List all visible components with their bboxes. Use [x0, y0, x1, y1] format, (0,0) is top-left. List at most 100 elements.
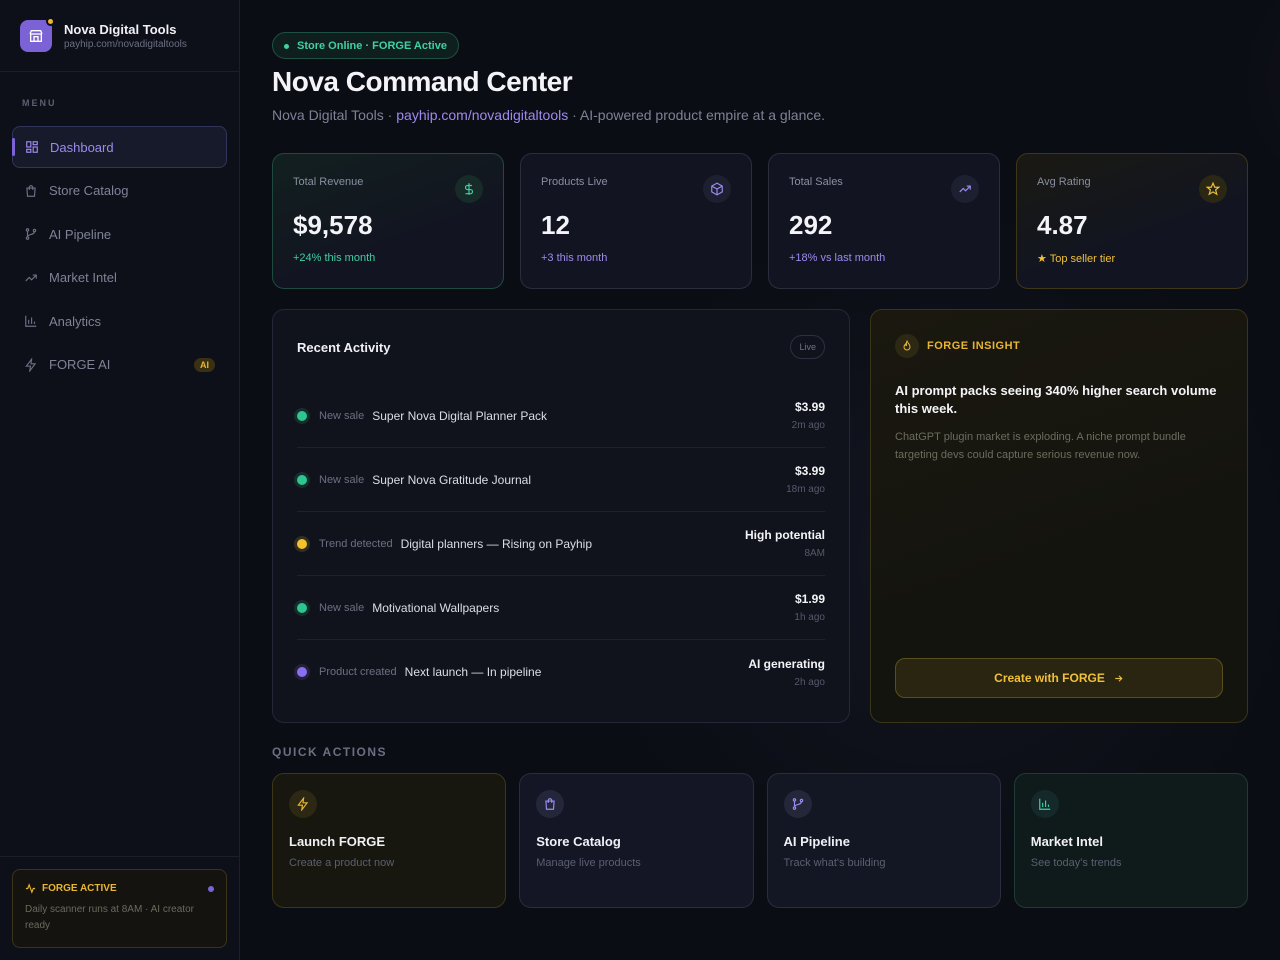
activity-row[interactable]: Product created Next launch — In pipelin… — [297, 640, 825, 704]
recent-activity-panel: Recent Activity Live New sale Super Nova… — [272, 309, 850, 723]
trending-up-icon — [24, 271, 38, 285]
activity-amount: AI generating — [748, 656, 825, 671]
stat-value: 12 — [541, 210, 570, 240]
insight-title: AI prompt packs seeing 340% higher searc… — [895, 383, 1217, 416]
insight-text: ChatGPT plugin market is exploding. A ni… — [895, 431, 1186, 461]
sale-status-dot — [297, 474, 307, 485]
quick-action-sub: See today's trends — [1030, 857, 1122, 869]
grid-icon — [25, 140, 39, 154]
lightning-icon — [289, 790, 317, 818]
store-status-badge: Store Online · FORGE Active — [272, 32, 459, 59]
stat-delta: +3 this month — [541, 252, 608, 264]
activity-amount: $1.99 — [794, 592, 825, 606]
sidebar-item-label: Store Catalog — [49, 183, 129, 198]
sidebar-item-label: Analytics — [49, 313, 102, 329]
stat-card-rating[interactable]: Avg Rating 4.87 ★ Top seller tier — [1016, 153, 1248, 289]
flame-icon — [895, 334, 919, 358]
activity-name: Next launch — In pipeline — [404, 665, 542, 679]
store-link[interactable]: payhip.com/novadigitaltools — [396, 107, 569, 123]
activity-type: New sale — [319, 601, 365, 614]
activity-title: Recent Activity — [297, 339, 391, 355]
bar-chart-icon — [24, 314, 38, 328]
activity-time: 8AM — [804, 548, 825, 559]
activity-name: Super Nova Digital Planner Pack — [372, 408, 548, 423]
sidebar-item-dashboard[interactable]: Dashboard — [12, 126, 227, 168]
sidebar-item-label: Dashboard — [50, 139, 114, 155]
quick-action-store-catalog[interactable]: Store Catalog Manage live products — [519, 773, 754, 908]
shopping-bag-icon — [536, 790, 565, 818]
quick-action-title: AI Pipeline — [783, 834, 850, 849]
ai-badge: AI — [194, 357, 215, 372]
sidebar-nav: Dashboard Store Catalog AI Pipeline Mark… — [0, 126, 239, 386]
bar-chart-icon — [1030, 790, 1059, 818]
notification-dot — [46, 16, 55, 26]
quick-action-ai-pipeline[interactable]: AI Pipeline Track what's building — [766, 773, 1001, 908]
quick-action-title: Launch FORGE — [289, 834, 386, 849]
menu-label: MENU — [22, 98, 57, 108]
stat-label: Total Sales — [789, 176, 843, 188]
activity-type: New sale — [319, 409, 365, 422]
activity-row[interactable]: New sale Super Nova Gratitude Journal $3… — [297, 448, 825, 512]
activity-row[interactable]: New sale Motivational Wallpapers $1.99 1… — [297, 576, 825, 640]
activity-name: Digital planners — Rising on Payhip — [400, 536, 593, 551]
subtitle-suffix: · AI-powered product empire at a glance. — [568, 107, 826, 123]
sidebar-item-forge-ai[interactable]: FORGE AI AI — [12, 344, 227, 386]
quick-action-sub: Create a product now — [289, 857, 395, 869]
activity-amount: $3.99 — [794, 464, 825, 478]
activity-amount: High potential — [745, 528, 825, 542]
status-dot — [208, 885, 214, 892]
star-icon — [1199, 175, 1227, 203]
sale-status-dot — [297, 410, 307, 421]
activity-time: 2m ago — [791, 420, 825, 431]
activity-icon — [25, 883, 36, 894]
stat-delta: +24% this month — [293, 252, 376, 264]
stat-delta: +18% vs last month — [789, 252, 886, 264]
quick-action-sub: Manage live products — [536, 857, 641, 869]
quick-action-market-intel[interactable]: Market Intel See today's trends — [1013, 773, 1248, 908]
stats-row: Total Revenue $9,578 +24% this month Pro… — [272, 153, 1248, 289]
page-title: Nova Command Center — [272, 66, 573, 97]
git-branch-icon — [24, 227, 38, 241]
quick-actions: Launch FORGE Create a product now Store … — [272, 773, 1248, 908]
activity-name: Motivational Wallpapers — [372, 600, 500, 615]
sidebar-item-market-intel[interactable]: Market Intel — [12, 257, 227, 299]
stat-card-products[interactable]: Products Live 12 +3 this month — [520, 153, 752, 289]
stat-label: Products Live — [541, 176, 608, 188]
activity-time: 2h ago — [794, 676, 825, 688]
button-label: Create with FORGE — [994, 671, 1105, 685]
forge-insight-panel: FORGE INSIGHT AI prompt packs seeing 340… — [870, 309, 1248, 723]
box-icon — [703, 175, 731, 203]
sidebar-item-label: AI Pipeline — [49, 226, 112, 242]
stat-value: 292 — [789, 210, 833, 240]
stat-delta: ★ Top seller tier — [1037, 253, 1116, 265]
arrow-right-icon — [1113, 673, 1124, 684]
live-badge: Live — [790, 335, 825, 359]
sidebar-item-store-catalog[interactable]: Store Catalog — [12, 170, 227, 212]
quick-action-title: Market Intel — [1030, 834, 1103, 849]
shopping-bag-icon — [24, 184, 38, 198]
create-with-forge-button[interactable]: Create with FORGE — [895, 658, 1223, 698]
git-branch-icon — [783, 790, 812, 818]
forge-status-title: FORGE ACTIVE — [42, 883, 117, 894]
store-icon — [20, 16, 55, 52]
subtitle-prefix: Nova Digital Tools · — [272, 107, 397, 123]
quick-actions-label: QUICK ACTIONS — [272, 745, 388, 759]
quick-action-sub: Track what's building — [783, 857, 886, 869]
quick-action-launch-forge[interactable]: Launch FORGE Create a product now — [272, 773, 507, 908]
activity-time: 1h ago — [794, 612, 825, 623]
sidebar-item-ai-pipeline[interactable]: AI Pipeline — [12, 213, 227, 255]
stat-value: $9,578 — [293, 210, 373, 240]
brand[interactable]: Nova Digital Tools payhip.com/novadigita… — [0, 0, 239, 72]
sidebar: Nova Digital Tools payhip.com/novadigita… — [0, 0, 240, 960]
activity-row[interactable]: New sale Super Nova Digital Planner Pack… — [297, 384, 825, 448]
sidebar-item-analytics[interactable]: Analytics — [12, 300, 227, 342]
stat-card-sales[interactable]: Total Sales 292 +18% vs last month — [768, 153, 1000, 289]
stat-label: Total Revenue — [293, 176, 364, 188]
lightning-icon — [24, 357, 38, 372]
stat-card-revenue[interactable]: Total Revenue $9,578 +24% this month — [272, 153, 504, 289]
insight-label: FORGE INSIGHT — [927, 340, 1021, 352]
activity-type: Trend detected — [319, 537, 393, 550]
dollar-icon — [455, 175, 483, 203]
activity-row[interactable]: Trend detected Digital planners — Rising… — [297, 512, 825, 576]
activity-type: New sale — [319, 473, 365, 486]
